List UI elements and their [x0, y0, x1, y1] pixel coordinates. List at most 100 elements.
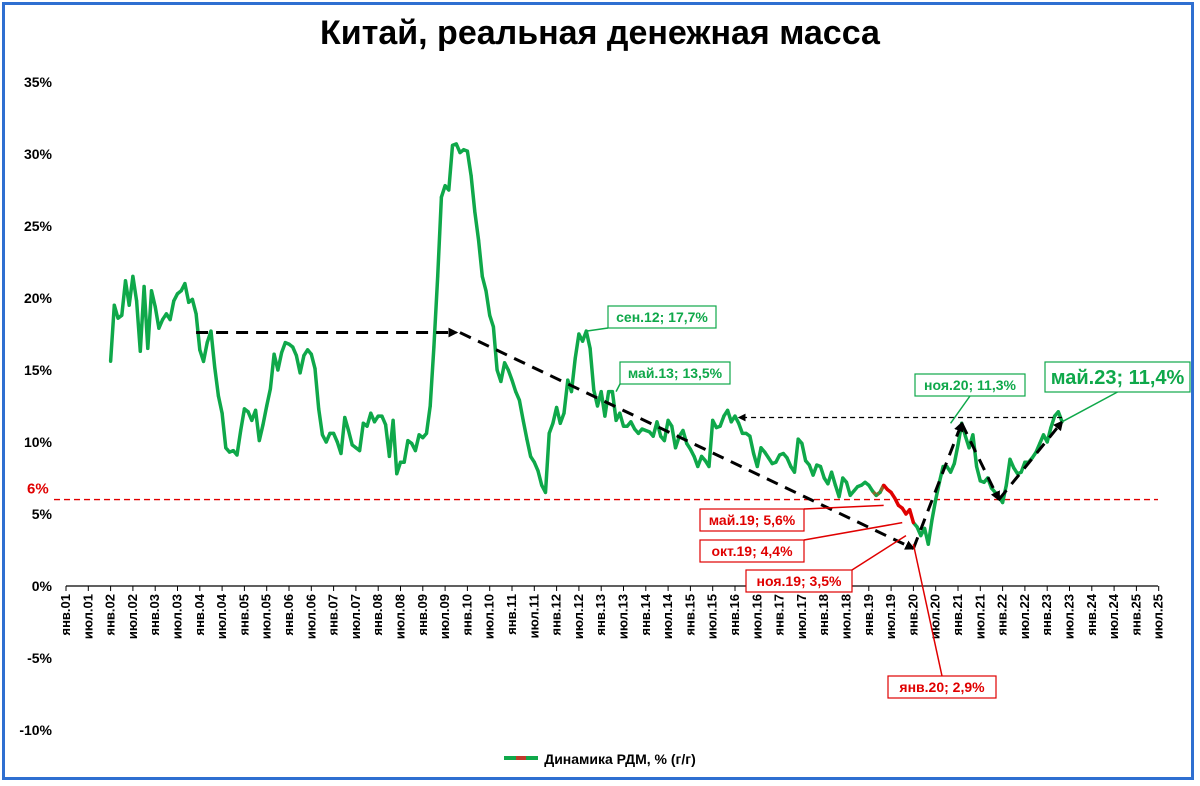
data-point: [714, 426, 719, 430]
x-tick-label: янв.07: [326, 594, 341, 636]
data-point: [625, 424, 629, 428]
x-tick-label: янв.15: [682, 594, 697, 636]
data-point: [867, 483, 871, 487]
data-point: [685, 441, 689, 446]
data-point: [558, 421, 562, 425]
data-point: [473, 210, 477, 214]
data-point: [250, 418, 254, 422]
data-point: [187, 300, 191, 304]
y-tick-label: -10%: [19, 722, 52, 738]
annotation-box: [887, 675, 997, 699]
y-tick-label: 5%: [32, 506, 53, 522]
x-axis-ticks: янв.01 июл.01 янв.02 июл.02 янв.03 июл.03 янв.…: [58, 593, 1166, 639]
data-point: [755, 464, 759, 469]
annotation-label: май.19; 5,6%: [709, 512, 796, 528]
x-tick-label: июл.24: [1106, 593, 1121, 639]
data-point: [811, 473, 815, 477]
x-tick-label: янв.09: [415, 594, 430, 636]
annotation-box: [699, 539, 805, 563]
annotation-leader: [1061, 391, 1118, 423]
x-tick-label: июл.11: [526, 594, 541, 638]
x-tick-label: янв.22: [995, 594, 1010, 636]
data-point: [235, 453, 239, 457]
data-point: [335, 440, 339, 444]
data-point: [670, 424, 674, 428]
data-point: [889, 490, 893, 494]
data-point: [844, 480, 849, 484]
series-line: [108, 142, 886, 499]
annotation-leader: [949, 395, 971, 424]
data-point: [291, 345, 295, 349]
annotation-label: ноя.20; 11,3%: [924, 377, 1016, 393]
data-point: [707, 464, 711, 469]
data-point: [644, 428, 648, 433]
chart-title: Китай, реальная денежная масса: [320, 14, 880, 52]
x-tick-label: июл.09: [437, 594, 452, 639]
data-point: [934, 498, 938, 502]
data-point: [1038, 441, 1042, 446]
data-point: [822, 476, 826, 480]
data-point: [201, 359, 206, 363]
y-axis-ticks: -10% -5% 0% 5% 10% 15% 20% 25% 30% 35%: [19, 74, 52, 738]
annotation-box: [619, 361, 731, 385]
annotation-leader: [851, 534, 907, 571]
data-point: [722, 414, 726, 418]
data-point: [978, 479, 982, 483]
data-point: [766, 456, 771, 460]
data-point: [332, 431, 336, 435]
data-point: [268, 387, 273, 391]
data-point: [703, 459, 707, 463]
data-point: [967, 446, 971, 450]
data-point: [863, 480, 867, 484]
series-line-transition: [871, 484, 886, 498]
data-point: [198, 348, 202, 352]
data-point: [1008, 457, 1012, 461]
x-tick-label: июл.18: [839, 594, 854, 639]
data-point: [956, 443, 960, 447]
x-tick-label: янв.03: [147, 594, 162, 636]
data-point: [242, 407, 246, 411]
data-point: [421, 436, 425, 440]
annotation-leader: [912, 544, 943, 677]
data-point: [161, 318, 165, 322]
data-point: [926, 542, 930, 546]
data-point: [376, 414, 380, 418]
data-point: [109, 359, 113, 363]
data-point: [562, 411, 566, 415]
data-point: [837, 495, 841, 499]
data-point: [227, 450, 232, 454]
annotation-box: [699, 508, 805, 532]
data-point: [640, 427, 644, 431]
annotation-box: [914, 373, 1026, 397]
data-point: [919, 534, 923, 538]
x-tick-label: июл.08: [393, 594, 408, 639]
data-point: [216, 394, 220, 398]
x-tick-label: июл.23: [1062, 594, 1077, 639]
data-point: [699, 454, 704, 458]
data-point: [569, 390, 574, 394]
x-tick-label: янв.25: [1128, 594, 1143, 636]
x-tick-label: янв.01: [58, 594, 73, 636]
data-point: [737, 421, 741, 425]
data-point: [350, 443, 354, 447]
data-point: [1023, 460, 1027, 464]
data-point: [346, 428, 351, 433]
x-tick-label: июл.14: [660, 593, 675, 639]
data-point: [785, 456, 789, 460]
data-point: [774, 460, 778, 464]
data-point: [153, 305, 157, 309]
data-point: [1056, 410, 1060, 414]
data-point: [506, 368, 510, 372]
data-point: [647, 430, 652, 434]
data-point: [502, 361, 507, 365]
data-point: [123, 279, 128, 283]
data-point: [543, 490, 548, 494]
data-point: [410, 441, 414, 446]
data-point: [1019, 470, 1023, 474]
data-point: [384, 423, 388, 427]
x-tick-label: янв.11: [504, 594, 519, 635]
data-point: [555, 405, 559, 410]
data-point: [525, 437, 529, 441]
data-point: [896, 503, 901, 507]
legend-label: Динамика РДМ, % (г/г): [544, 751, 696, 767]
